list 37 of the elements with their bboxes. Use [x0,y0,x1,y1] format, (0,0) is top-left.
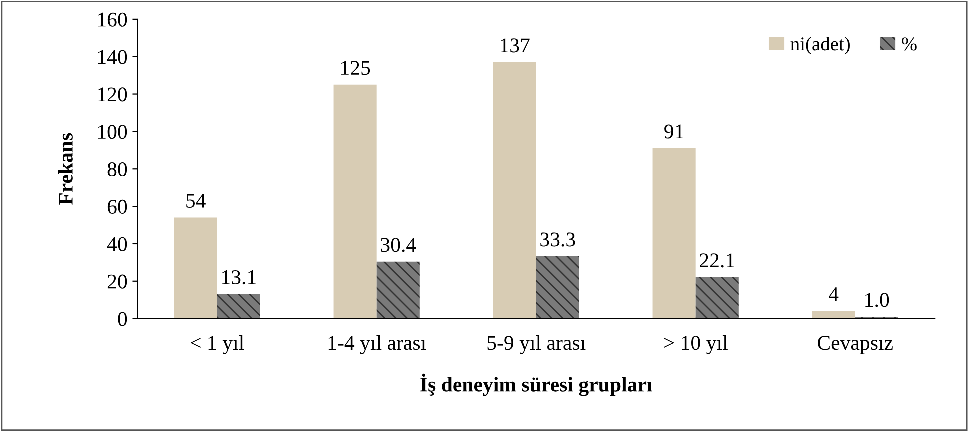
y-tick-label: 20 [108,274,128,289]
data-label: 1.0 [866,293,890,308]
bar [812,311,856,319]
y-tick-label: 100 [98,125,128,140]
data-label: 91 [664,124,684,139]
data-label: 4 [829,288,839,302]
y-tick-label: 60 [108,200,128,214]
y-tick-label: 40 [107,237,128,252]
x-tick-label: > 10 yıl [664,335,728,354]
bar [652,148,696,319]
data-label: 30.4 [381,238,416,252]
bar [376,262,420,319]
legend-label: ni(adet) [790,37,850,55]
bar [217,294,260,319]
y-tick-label: 0 [118,312,128,326]
bar [174,218,218,319]
y-axis-title: Frekans [58,133,73,206]
y-tick-label: 120 [98,88,128,102]
x-tick-label: Cevapsız [818,336,893,354]
data-label: 33.3 [540,232,576,247]
x-tick-label: 1-4 yıl arası [328,335,426,354]
data-label: 22.1 [700,254,734,268]
y-tick-label: 80 [108,162,128,177]
bar [493,62,536,319]
legend-label: % [902,38,917,51]
x-tick-label: 5-9 yıl arası [488,335,586,354]
y-tick-label: 140 [98,50,128,64]
data-label: 13.1 [222,270,256,285]
x-axis-title: İş deneyim süresi grupları [420,374,652,396]
x-tick-label: < 1 yıl [191,335,244,354]
y-tick-label: 160 [98,12,128,27]
data-label: 125 [342,61,370,76]
data-label: 137 [501,38,530,53]
data-label: 54 [186,194,206,208]
bar [334,84,377,319]
bar [696,277,739,319]
bar [536,256,580,319]
